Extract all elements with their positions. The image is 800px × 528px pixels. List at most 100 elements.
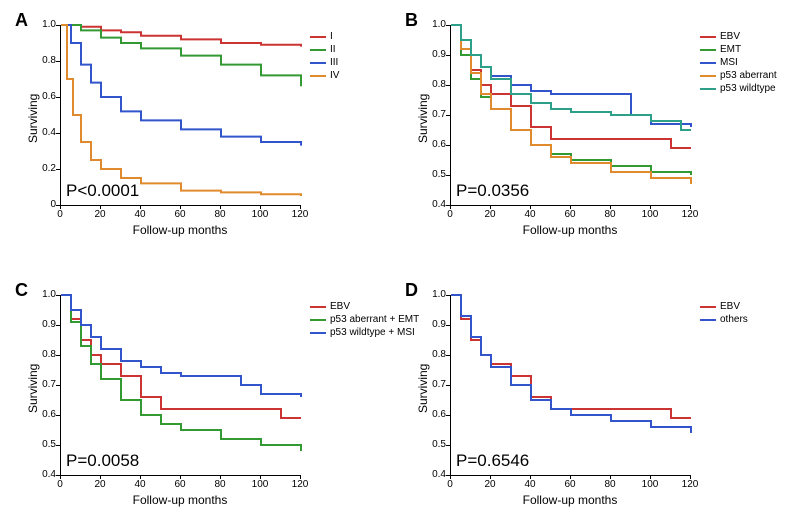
legend-item: EBV: [700, 300, 748, 313]
ylabel: Surviving: [26, 94, 40, 143]
xlabel: Follow-up months: [450, 223, 690, 237]
legend-swatch: [700, 62, 716, 64]
legend-label: EBV: [720, 301, 740, 312]
xtick: 20: [90, 209, 110, 220]
ytick-mark: [56, 445, 60, 446]
ytick-mark: [446, 55, 450, 56]
legend-swatch: [700, 49, 716, 51]
chart-svg-D: [451, 295, 691, 475]
xtick-mark: [60, 205, 61, 209]
ytick-mark: [56, 133, 60, 134]
legend-swatch: [310, 62, 326, 64]
chart-svg-A: [61, 25, 301, 205]
legend-item: p53 aberrant + EMT: [310, 313, 419, 326]
series-line: [451, 25, 691, 148]
xtick: 120: [680, 209, 700, 220]
ytick-mark: [446, 175, 450, 176]
xtick-mark: [260, 205, 261, 209]
xtick-mark: [650, 205, 651, 209]
xtick: 100: [250, 209, 270, 220]
xtick: 120: [290, 209, 310, 220]
xtick-mark: [450, 205, 451, 209]
legend-label: p53 wildtype + MSI: [330, 327, 415, 338]
legend-item: EBV: [310, 300, 419, 313]
xtick-mark: [610, 475, 611, 479]
legend-item: p53 aberrant: [700, 69, 777, 82]
chart-svg-C: [61, 295, 301, 475]
ytick-mark: [56, 169, 60, 170]
xtick: 80: [210, 479, 230, 490]
legend-swatch: [310, 36, 326, 38]
legend-A: IIIIIIIV: [310, 30, 339, 82]
series-line: [61, 295, 301, 397]
xtick: 80: [600, 479, 620, 490]
ylabel: Surviving: [26, 364, 40, 413]
xtick-mark: [140, 205, 141, 209]
ytick-mark: [446, 445, 450, 446]
xtick-mark: [570, 205, 571, 209]
legend-B: EBVEMTMSIp53 aberrantp53 wildtype: [700, 30, 777, 95]
ytick: 1.0: [32, 20, 56, 30]
xtick: 60: [170, 209, 190, 220]
xtick: 40: [130, 209, 150, 220]
xlabel: Follow-up months: [60, 223, 300, 237]
series-line: [61, 25, 301, 146]
panel-label-A: A: [15, 10, 28, 31]
chart-A: [60, 25, 301, 206]
xtick: 100: [250, 479, 270, 490]
xtick: 120: [680, 479, 700, 490]
ytick: 0.8: [422, 350, 446, 360]
legend-label: p53 wildtype: [720, 83, 776, 94]
legend-item: I: [310, 30, 339, 43]
ytick-mark: [56, 61, 60, 62]
xtick-mark: [220, 205, 221, 209]
xtick-mark: [220, 475, 221, 479]
legend-swatch: [310, 306, 326, 308]
xtick-mark: [60, 475, 61, 479]
xtick-mark: [140, 475, 141, 479]
ytick: 0.5: [422, 440, 446, 450]
chart-B: [450, 25, 691, 206]
ytick: 0.8: [32, 56, 56, 66]
ytick-mark: [446, 295, 450, 296]
ytick-mark: [446, 385, 450, 386]
xtick-mark: [260, 475, 261, 479]
series-line: [451, 25, 691, 175]
xtick-mark: [180, 475, 181, 479]
ytick-mark: [56, 325, 60, 326]
legend-item: EBV: [700, 30, 777, 43]
ytick: 1.0: [422, 20, 446, 30]
xtick: 40: [520, 479, 540, 490]
panel-label-C: C: [15, 280, 28, 301]
legend-swatch: [310, 332, 326, 334]
legend-item: MSI: [700, 56, 777, 69]
chart-svg-B: [451, 25, 691, 205]
legend-item: IV: [310, 69, 339, 82]
xtick-mark: [690, 205, 691, 209]
ytick: 0.5: [32, 440, 56, 450]
ytick-mark: [446, 115, 450, 116]
legend-item: III: [310, 56, 339, 69]
ylabel: Surviving: [416, 364, 430, 413]
ytick: 0.5: [422, 170, 446, 180]
legend-C: EBV p53 aberrant + EMT p53 wildtype + MSI: [310, 300, 419, 339]
legend-swatch: [700, 319, 716, 321]
legend-swatch: [310, 319, 326, 321]
series-line: [61, 25, 301, 86]
series-line: [61, 295, 301, 418]
xtick-mark: [570, 475, 571, 479]
chart-D: [450, 295, 691, 476]
legend-label: IV: [330, 70, 339, 81]
xlabel: Follow-up months: [60, 493, 300, 507]
chart-C: [60, 295, 301, 476]
xlabel: Follow-up months: [450, 493, 690, 507]
xtick: 100: [640, 479, 660, 490]
xtick: 20: [480, 479, 500, 490]
ylabel: Surviving: [416, 94, 430, 143]
legend-label: p53 aberrant + EMT: [330, 314, 419, 325]
ytick-mark: [56, 385, 60, 386]
legend-label: EBV: [330, 301, 350, 312]
legend-label: others: [720, 314, 748, 325]
ytick-mark: [56, 415, 60, 416]
legend-label: III: [330, 57, 338, 68]
